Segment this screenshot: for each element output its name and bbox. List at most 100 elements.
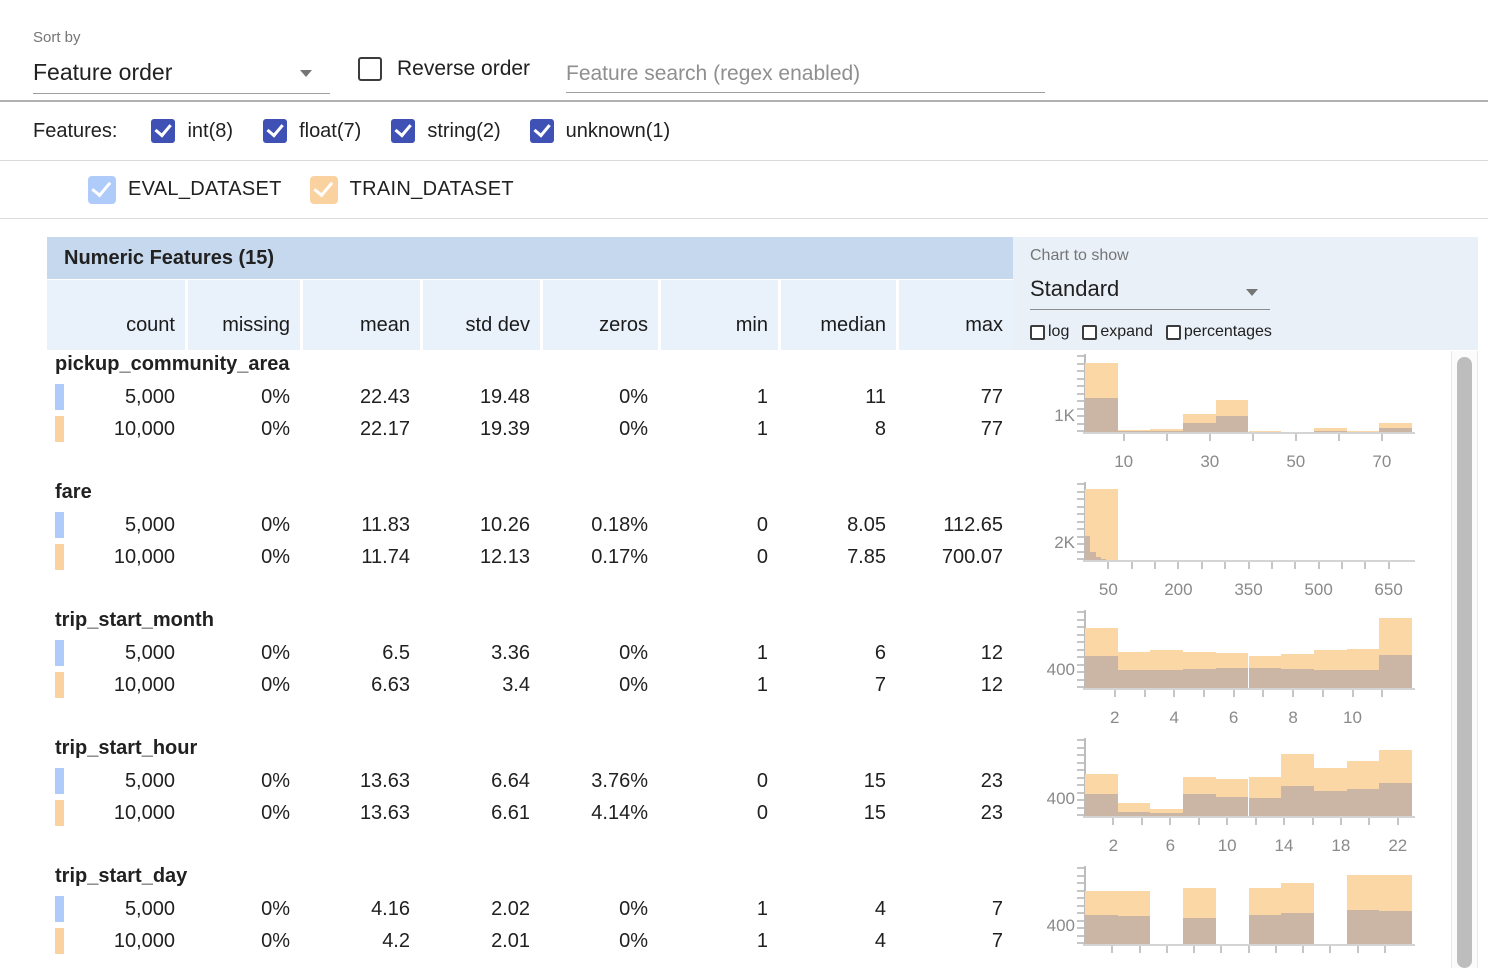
y-axis-tick — [1077, 498, 1084, 500]
x-axis-line — [1083, 688, 1415, 690]
stat-value-max: 12 — [980, 642, 1003, 664]
x-axis-tick — [1220, 946, 1223, 953]
y-axis-tick — [1077, 422, 1084, 425]
x-axis-tick — [1339, 818, 1342, 825]
x-axis-tick — [1251, 434, 1254, 441]
y-axis-tick — [1077, 784, 1084, 786]
divider — [0, 160, 1488, 161]
filter-checkbox-int[interactable] — [151, 119, 176, 143]
x-axis-tick — [1173, 690, 1176, 697]
stat-value-missing: 0% — [261, 930, 290, 952]
y-axis-tick — [1077, 400, 1084, 402]
stat-value-median: 6 — [874, 642, 886, 664]
x-axis-tick-label: 10 — [1217, 836, 1237, 855]
x-axis-tick — [1165, 946, 1168, 953]
stat-value-count: 5,000 — [124, 386, 175, 408]
x-axis-tick-label: 4 — [1169, 708, 1179, 727]
stat-value-mean: 11.83 — [361, 514, 410, 536]
stat-value-zeros: 0% — [619, 674, 648, 696]
x-axis-tick — [1177, 562, 1180, 569]
y-axis-tick — [1077, 362, 1084, 365]
feature-type-filters: Features: int(8) float(7) string(2) unkn… — [0, 102, 1488, 160]
stats-row: 5,000 0% 4.16 2.02 0% 1 4 7 — [47, 893, 1013, 925]
y-axis-tick — [1077, 535, 1084, 538]
x-axis-tick — [1111, 946, 1114, 953]
stat-value-max: 700.07 — [941, 546, 1003, 568]
numeric-features-header: Numeric Features (15) — [47, 237, 1013, 279]
x-axis-tick — [1364, 562, 1367, 569]
dataset-swatch-train — [55, 928, 64, 954]
x-axis-tick-label: 650 — [1374, 580, 1403, 599]
filter-checkbox-float[interactable] — [263, 119, 288, 143]
stat-value-std-dev: 6.61 — [491, 802, 530, 824]
sort-order-dropdown[interactable]: Feature order — [33, 54, 330, 94]
stat-value-median: 8 — [874, 418, 886, 440]
filter-checkbox-string[interactable] — [391, 119, 416, 143]
sort-order-value: Feature order — [33, 59, 173, 85]
x-axis-tick — [1396, 818, 1399, 825]
filter-checkbox-unknown[interactable] — [529, 119, 554, 143]
chart-to-show-label: Chart to show — [1030, 247, 1129, 264]
stats-row: 5,000 0% 22.43 19.48 0% 1 11 77 — [47, 381, 1013, 413]
x-axis-tick-label: 6 — [1228, 708, 1239, 727]
histogram-bar-eval-overlap — [1346, 909, 1380, 944]
histogram-bar-eval-overlap — [1248, 797, 1282, 816]
stats-row: 10,000 0% 11.74 12.13 0.17% 0 7.85 700.07 — [47, 541, 1013, 573]
feature-name: trip_start_day — [55, 865, 188, 887]
x-axis-tick — [1193, 946, 1195, 953]
histogram-bar-eval-overlap — [1085, 535, 1091, 560]
train-dataset-checkbox[interactable] — [309, 175, 338, 204]
stat-value-mean: 4.2 — [382, 930, 410, 952]
histogram-bar-eval-overlap — [1313, 669, 1347, 688]
histogram-bar-eval-overlap — [1313, 431, 1347, 432]
histogram-trip_start_hour: 400 2 6 10 14 18 22 — [0, 736, 1488, 864]
stat-value-median: 11 — [865, 386, 886, 408]
column-count: count — [126, 314, 175, 336]
eval-dataset-label: EVAL_DATASET — [128, 178, 282, 200]
feature-group: pickup_community_area 5,000 0% 22.43 19.48 0%… — [0, 352, 1488, 480]
scrollbar-thumb[interactable] — [1457, 357, 1472, 968]
histogram-bar-eval-overlap — [1379, 427, 1412, 432]
x-axis-tick-label: 2 — [1109, 708, 1120, 727]
x-axis-tick — [1380, 434, 1383, 441]
histogram-bar-train — [1248, 431, 1282, 432]
x-axis-tick-label: 500 — [1304, 580, 1333, 599]
filter-label-int: int(8) — [187, 119, 234, 142]
x-axis-line — [1083, 432, 1415, 434]
log-checkbox[interactable] — [1030, 324, 1045, 340]
expand-checkbox[interactable] — [1082, 324, 1098, 340]
y-axis-tick — [1077, 611, 1084, 613]
features-label: Features: — [33, 119, 118, 142]
eval-dataset-checkbox[interactable] — [88, 175, 116, 204]
histogram-bar-eval-overlap — [1117, 811, 1151, 816]
dataset-swatch-train — [55, 672, 64, 698]
histogram-bar-eval-overlap — [1090, 551, 1096, 560]
percentages-checkbox[interactable] — [1165, 324, 1181, 340]
y-axis-tick — [1077, 513, 1084, 515]
x-axis-tick — [1226, 818, 1229, 825]
feature-search-input[interactable] — [566, 55, 1045, 93]
stat-value-count: 10,000 — [113, 674, 175, 696]
x-axis-tick-label: 6 — [1165, 836, 1176, 855]
y-axis-label: 400 — [1046, 915, 1075, 935]
stat-value-count: 10,000 — [113, 802, 175, 824]
reverse-order-checkbox[interactable] — [358, 57, 382, 81]
y-axis-tick — [1077, 671, 1084, 673]
stats-row: 10,000 0% 13.63 6.61 4.14% 0 15 23 — [47, 797, 1013, 829]
histogram-bar-eval-overlap — [1117, 431, 1151, 432]
stats-row: 10,000 0% 4.2 2.01 0% 1 4 7 — [47, 925, 1013, 957]
stat-value-min: 0 — [756, 546, 768, 568]
stat-value-median: 8.05 — [847, 514, 886, 536]
stat-value-median: 15 — [863, 770, 886, 792]
column-missing: missing — [185, 280, 300, 350]
chevron-down-icon — [300, 70, 312, 77]
y-axis-tick — [1077, 761, 1084, 764]
x-axis-tick — [1337, 434, 1340, 441]
stat-value-max: 12 — [980, 674, 1003, 696]
histogram-bar-eval-overlap — [1346, 788, 1380, 816]
feature-name: fare — [55, 481, 92, 503]
chart-type-dropdown[interactable]: Standard — [1030, 273, 1270, 310]
stat-value-std-dev: 2.02 — [491, 898, 530, 920]
stat-value-max: 77 — [980, 418, 1003, 440]
histogram-bar-eval-overlap — [1379, 655, 1412, 688]
